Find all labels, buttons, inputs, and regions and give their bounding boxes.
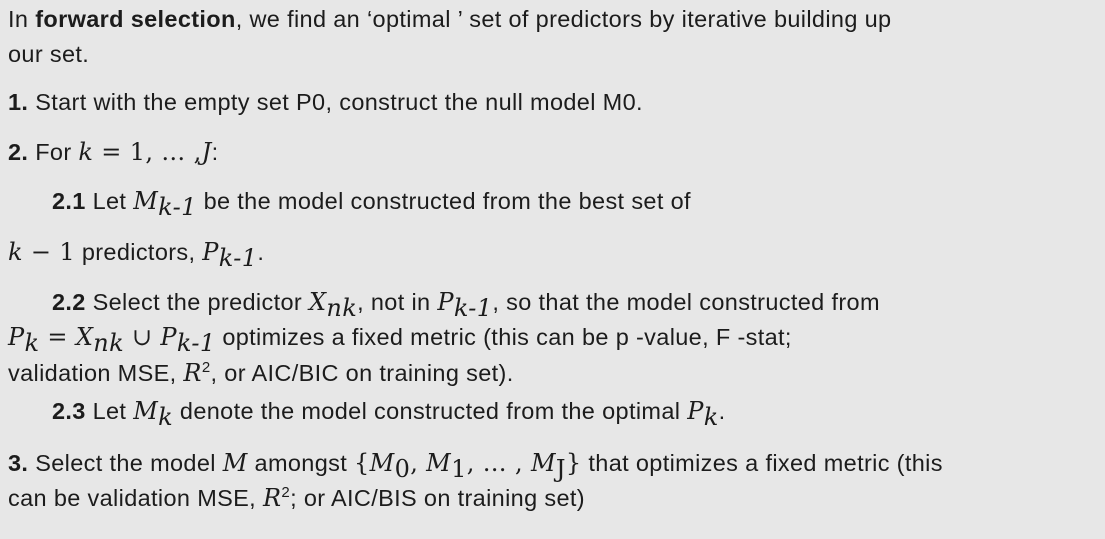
var-P: P	[8, 323, 25, 351]
comma: ,	[410, 449, 427, 477]
step-3-text-a: Select the model	[28, 450, 223, 476]
set-close: }	[565, 449, 582, 477]
step-3-number: 3.	[8, 450, 29, 476]
var-P: P	[437, 288, 454, 316]
step-3-line-1: 3. Select the model M amongst {M0, M1, ……	[8, 448, 943, 481]
set-open: {	[354, 449, 370, 477]
ellipsis: , … ,	[466, 449, 531, 477]
var-P: P	[160, 323, 177, 351]
var-M1: M	[426, 449, 452, 477]
step-3-line-2: can be validation MSE, R2; or AIC/BIS on…	[8, 483, 585, 513]
step-2-text: For	[28, 139, 79, 165]
step-2-2-text-b: , not in	[357, 289, 438, 315]
intro-line-1: In forward selection, we find an ‘optima…	[8, 4, 891, 34]
intro-line-2: our set.	[8, 39, 89, 69]
step-2-2-end: , or AIC/BIC on training set).	[210, 360, 514, 386]
forward-selection-term: forward selection	[35, 6, 236, 32]
step-2-3-text-a: Let	[85, 398, 134, 424]
period: .	[718, 398, 726, 424]
sup-2: 2	[281, 484, 291, 501]
var-R: R	[262, 484, 282, 512]
var-k: k	[78, 138, 94, 166]
equals: =	[39, 323, 76, 351]
step-2-3: 2.3 Let Mk denote the model constructed …	[52, 396, 726, 429]
sub-k-1: k-1	[176, 329, 216, 357]
sub-k-1: k-1	[218, 244, 258, 272]
step-2-2-line-2: Pk = Xnk ∪ Pk-1 optimizes a fixed metric…	[8, 322, 792, 355]
step-2-1-text-a: Let	[85, 188, 134, 214]
sub-k-1: k-1	[158, 193, 197, 221]
var-X: X	[308, 288, 327, 316]
step-1-text: Start with the empty set P0, construct t…	[28, 89, 643, 115]
intro-prefix: In	[8, 6, 36, 32]
intro-continuation: our set.	[8, 41, 90, 67]
step-3-validation-text: can be validation MSE,	[8, 485, 263, 511]
colon: :	[211, 139, 219, 165]
sub-k: k	[703, 403, 719, 431]
sub-k-1: k-1	[453, 294, 493, 322]
sub-J: J	[555, 455, 566, 483]
step-3-end: ; or AIC/BIS on training set)	[290, 485, 585, 511]
var-P: P	[687, 397, 704, 425]
step-2-2-metric-text: optimizes a fixed metric (this can be p …	[215, 324, 792, 350]
range-eq: = 1, … ,	[93, 138, 202, 166]
step-2-2-line-1: 2.2 Select the predictor Xnk, not in Pk-…	[52, 287, 880, 320]
step-2-2-number: 2.2	[52, 289, 86, 315]
sub-nk: nk	[326, 294, 358, 322]
step-2-2-text-c: , so that the model constructed from	[492, 289, 880, 315]
step-1-number: 1.	[8, 89, 29, 115]
intro-text: , we find an ‘optimal ’ set of predictor…	[235, 6, 892, 32]
sub-k: k	[24, 329, 40, 357]
step-2-1-predictors: predictors,	[74, 239, 203, 265]
minus-one: − 1	[22, 238, 75, 266]
union: ∪	[123, 323, 161, 351]
step-2-3-text-b: denote the model constructed from the op…	[173, 398, 688, 424]
var-M: M	[133, 397, 159, 425]
validation-text: validation MSE,	[8, 360, 184, 386]
step-2: 2. For k = 1, … ,J:	[8, 137, 218, 167]
step-1: 1. Start with the empty set P0, construc…	[8, 87, 643, 117]
var-P: P	[202, 238, 219, 266]
var-k: k	[8, 238, 23, 266]
step-2-2-text-a: Select the predictor	[85, 289, 309, 315]
var-R: R	[183, 359, 202, 387]
step-2-1-text-b: be the model constructed from the best s…	[196, 188, 691, 214]
var-X: X	[75, 323, 94, 351]
period: .	[257, 239, 265, 265]
sub-k: k	[158, 403, 174, 431]
step-2-2-line-3: validation MSE, R2, or AIC/BIC on traini…	[8, 358, 514, 388]
sub-nk: nk	[93, 329, 124, 357]
step-3-text-b: amongst	[247, 450, 354, 476]
sub-0: 0	[394, 455, 411, 483]
step-3-text-c: that optimizes a fixed metric (this	[581, 450, 943, 476]
var-MJ: M	[530, 449, 556, 477]
step-2-1-line-1: 2.1 Let Mk-1 be the model constructed fr…	[52, 186, 691, 219]
step-2-1-line-2: k − 1 predictors, Pk-1.	[8, 237, 265, 270]
sub-1: 1	[451, 455, 467, 483]
step-2-number: 2.	[8, 139, 29, 165]
step-2-3-number: 2.3	[52, 398, 86, 424]
sup-2: 2	[201, 359, 211, 376]
var-M: M	[133, 187, 159, 215]
var-J: J	[201, 138, 212, 166]
var-M: M	[222, 449, 248, 477]
step-2-1-number: 2.1	[52, 188, 86, 214]
var-M0: M	[369, 449, 395, 477]
